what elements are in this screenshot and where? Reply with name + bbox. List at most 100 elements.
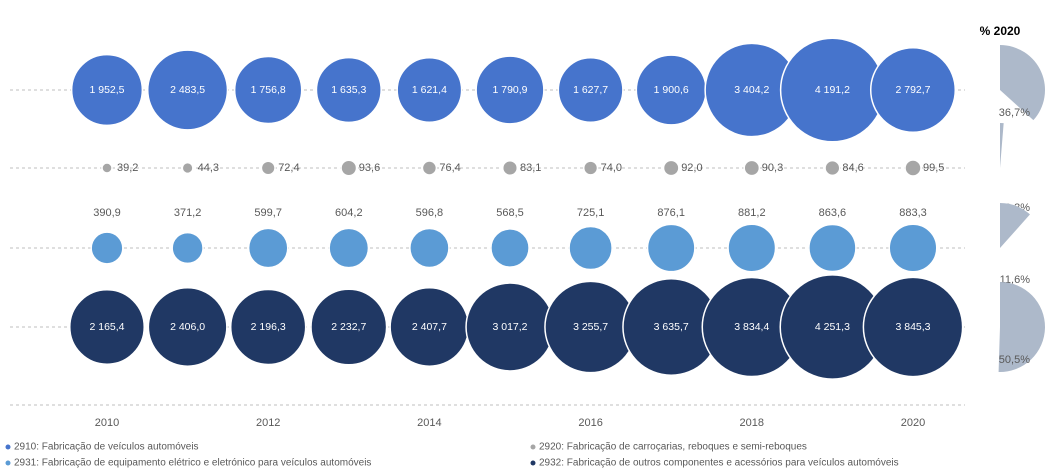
- legend-marker: [5, 444, 11, 450]
- data-label: 881,2: [738, 207, 766, 219]
- bubble: [315, 56, 382, 124]
- data-label: 2 232,7: [331, 321, 366, 333]
- data-label: 2 165,4: [89, 321, 124, 333]
- legend-label: 2932: Fabricação de outros componentes e…: [539, 458, 899, 469]
- data-label: 44,3: [198, 162, 219, 174]
- x-tick-label: 2016: [578, 417, 602, 429]
- bubble: [904, 159, 922, 177]
- bubble: [646, 223, 696, 273]
- bubble: [490, 228, 530, 268]
- data-label: 1 627,7: [573, 84, 608, 96]
- bubble: [475, 55, 545, 125]
- bubble: [171, 231, 204, 265]
- bubble: [101, 162, 113, 174]
- data-label: 390,9: [93, 207, 121, 219]
- bubble: [147, 287, 228, 367]
- share-wedge: [1000, 123, 1004, 168]
- bubble: [233, 55, 303, 125]
- legend-label: 2920: Fabricação de carroçarias, reboque…: [539, 442, 807, 453]
- data-label: 599,7: [254, 207, 282, 219]
- bubble: [260, 160, 276, 176]
- data-label: 604,2: [335, 207, 363, 219]
- share-wedge: [1000, 45, 1046, 121]
- legend-marker: [5, 460, 11, 466]
- x-tick-label: 2020: [901, 417, 925, 429]
- data-label: 568,5: [496, 207, 524, 219]
- data-label: 1 621,4: [412, 84, 447, 96]
- data-label: 92,0: [681, 162, 702, 174]
- data-label: 3 404,2: [734, 84, 769, 96]
- data-label: 3 017,2: [492, 321, 527, 333]
- bubble: [409, 227, 450, 269]
- data-label: 83,1: [520, 162, 541, 174]
- bubble: [568, 225, 613, 271]
- data-label: 883,3: [899, 207, 927, 219]
- bubble: [862, 276, 964, 378]
- bubble: [727, 223, 777, 273]
- data-label: 1 790,9: [492, 84, 527, 96]
- data-label: 84,6: [842, 162, 863, 174]
- share-label: 50,5%: [999, 354, 1030, 366]
- data-label: 3 845,3: [895, 321, 930, 333]
- share-wedge: [1000, 203, 1030, 248]
- data-label: 2 196,3: [251, 321, 286, 333]
- bubble: [743, 159, 761, 177]
- bubble: [146, 49, 229, 131]
- data-label: 4 191,2: [815, 84, 850, 96]
- share-title: % 2020: [980, 24, 1021, 38]
- bubble: [247, 227, 289, 269]
- legend-marker: [530, 444, 536, 450]
- data-label: 99,5: [923, 162, 944, 174]
- x-tick-label: 2012: [256, 417, 280, 429]
- data-label: 2 792,7: [895, 84, 930, 96]
- data-label: 1 952,5: [89, 84, 124, 96]
- data-label: 3 635,7: [654, 321, 689, 333]
- legend-label: 2910: Fabricação de veículos automóveis: [14, 442, 199, 453]
- data-label: 2 483,5: [170, 84, 205, 96]
- bubble: [396, 57, 463, 123]
- data-label: 863,6: [819, 207, 847, 219]
- bubble: [90, 231, 124, 265]
- data-label: 1 756,8: [251, 84, 286, 96]
- data-label: 3 255,7: [573, 321, 608, 333]
- bubble: [421, 160, 438, 176]
- bubble: [888, 223, 938, 273]
- bubble: [662, 159, 680, 177]
- bubble: [310, 288, 388, 366]
- bubble: [181, 161, 194, 175]
- bubble: [70, 53, 144, 127]
- share-wedge: [998, 282, 1046, 372]
- data-label: 1 900,6: [654, 84, 689, 96]
- bubble: [69, 289, 145, 365]
- data-label: 76,4: [439, 162, 460, 174]
- data-label: 725,1: [577, 207, 605, 219]
- bubble: [557, 56, 624, 124]
- share-label: 36,7%: [999, 107, 1030, 119]
- data-label: 90,3: [762, 162, 783, 174]
- data-label: 596,8: [416, 207, 444, 219]
- data-label: 4 251,3: [815, 321, 850, 333]
- bubble: [808, 223, 857, 273]
- data-label: 3 834,4: [734, 321, 769, 333]
- data-label: 1 635,3: [331, 84, 366, 96]
- x-tick-label: 2018: [740, 417, 764, 429]
- x-tick-label: 2014: [417, 417, 441, 429]
- x-tick-label: 2010: [95, 417, 119, 429]
- data-label: 2 406,0: [170, 321, 205, 333]
- bubble: [582, 160, 599, 176]
- bubble: [869, 46, 957, 134]
- bubble: [328, 227, 370, 269]
- bubble: [229, 288, 307, 366]
- legend-marker: [530, 460, 536, 466]
- bubble: [501, 159, 519, 177]
- data-label: 72,4: [278, 162, 299, 174]
- data-label: 2 407,7: [412, 321, 447, 333]
- data-label: 74,0: [601, 162, 622, 174]
- data-label: 371,2: [174, 207, 202, 219]
- data-label: 93,6: [359, 162, 380, 174]
- data-label: 39,2: [117, 162, 138, 174]
- bubble: [824, 159, 841, 177]
- data-label: 876,1: [657, 207, 685, 219]
- bubble: [340, 159, 358, 177]
